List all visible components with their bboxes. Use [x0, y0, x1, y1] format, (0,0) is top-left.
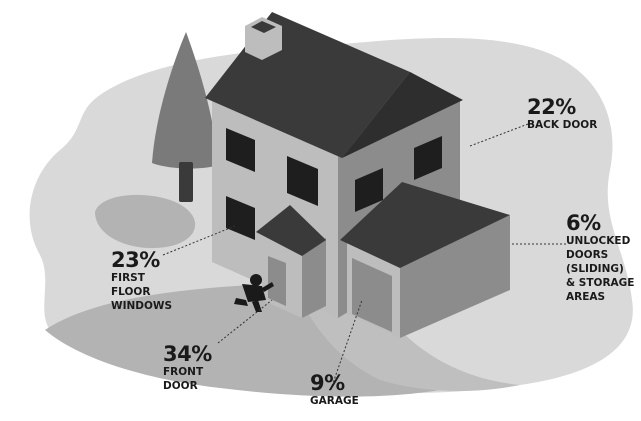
tree-trunk	[179, 162, 193, 202]
garage-roof	[340, 182, 510, 268]
leader-front-door	[217, 299, 273, 344]
front-path	[45, 285, 440, 397]
front-door-percent: 34%	[163, 342, 212, 366]
porch-side	[302, 238, 326, 318]
callout-garage: 9% GARAGE	[310, 372, 359, 408]
unlocked-percent: 6%	[566, 211, 601, 235]
back-door-percent: 22%	[527, 95, 576, 119]
front-door-label: FRONT DOOR	[163, 366, 204, 392]
windows-percent: 23%	[111, 248, 160, 272]
yard-bush-shadow	[95, 194, 196, 249]
window-side-right	[414, 136, 442, 180]
leader-garage	[331, 299, 363, 387]
garage-door	[352, 258, 392, 332]
callout-leaders	[162, 123, 566, 387]
window-lower-left	[226, 196, 255, 240]
window-upper-right	[287, 156, 318, 206]
callout-first-floor-windows: 23% FIRST FLOOR WINDOWS	[111, 249, 172, 313]
front-door	[268, 256, 286, 306]
garage-side	[400, 215, 510, 338]
unlocked-label: UNLOCKED DOORS (SLIDING) & STORAGE AREAS	[566, 235, 635, 303]
callout-back-door: 22% BACK DOOR	[527, 96, 597, 132]
back-door-label: BACK DOOR	[527, 119, 598, 131]
window-upper-left	[226, 128, 255, 172]
burglar-icon	[234, 274, 274, 312]
house-roof-end	[342, 72, 463, 158]
callout-front-door: 34% FRONT DOOR	[163, 343, 212, 393]
garage-label: GARAGE	[310, 395, 359, 407]
windows-label: FIRST FLOOR WINDOWS	[111, 272, 173, 312]
window-side-upper	[355, 168, 383, 212]
leader-windows	[162, 225, 236, 256]
garage-percent: 9%	[310, 371, 345, 395]
porch-roof	[256, 205, 326, 256]
tree-icon	[152, 32, 218, 169]
callout-unlocked-doors: 6% UNLOCKED DOORS (SLIDING) & STORAGE AR…	[566, 212, 634, 304]
chimney-top	[251, 21, 276, 33]
